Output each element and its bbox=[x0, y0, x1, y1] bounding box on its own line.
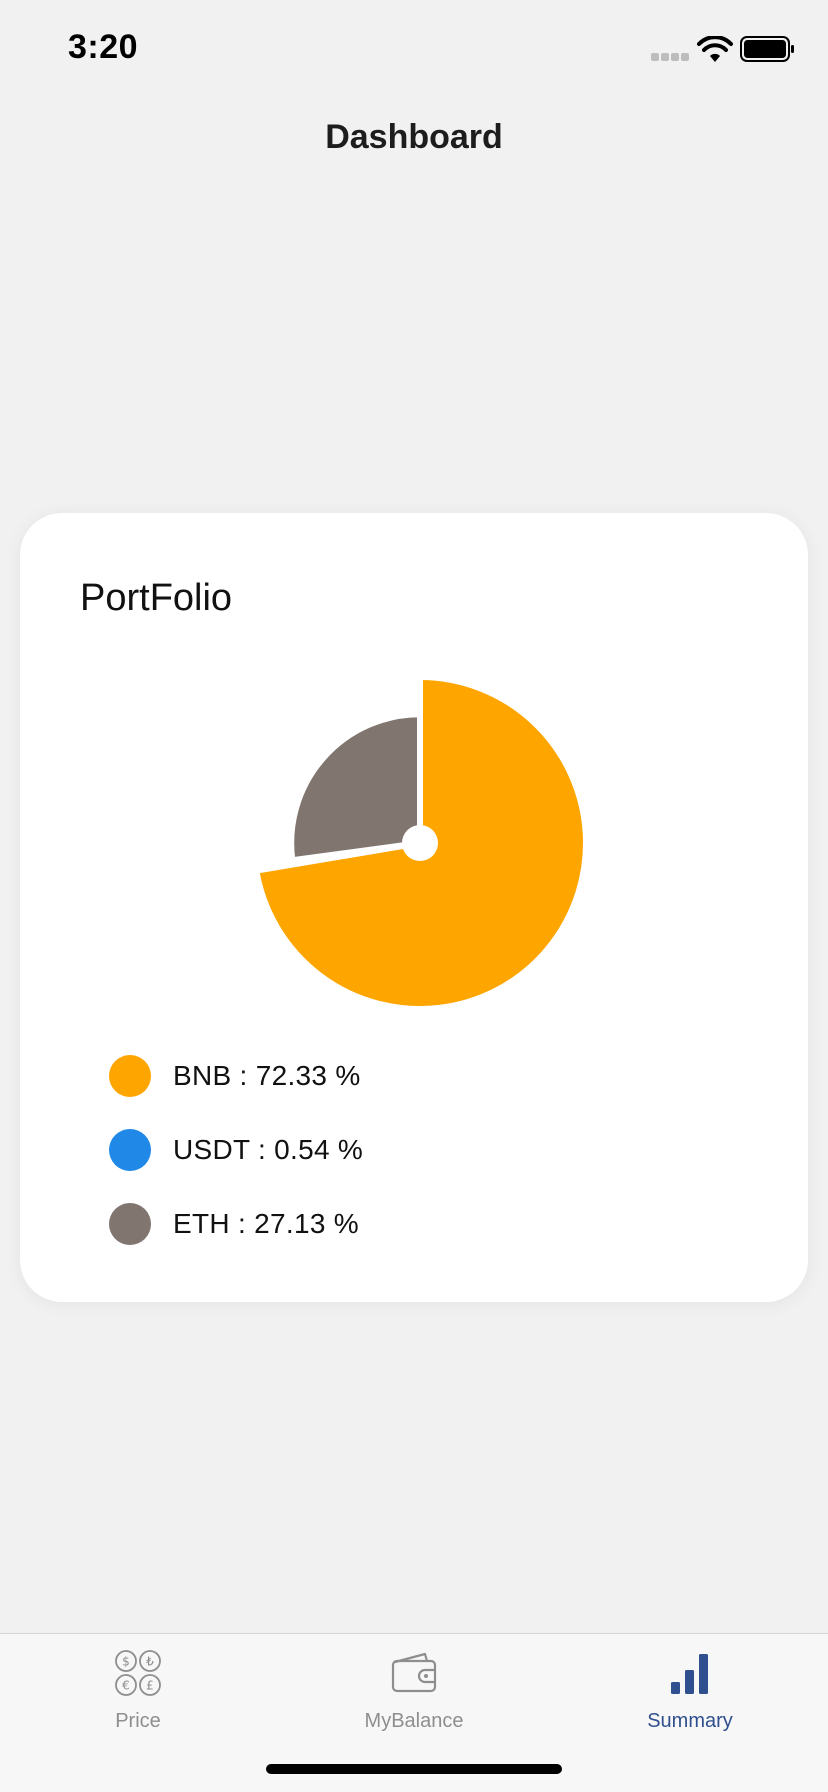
legend-item-eth: ETH : 27.13 % bbox=[109, 1203, 709, 1245]
status-time: 3:20 bbox=[68, 28, 139, 66]
home-indicator bbox=[266, 1764, 562, 1774]
battery-icon bbox=[740, 36, 794, 62]
tab-summary[interactable]: Summary bbox=[552, 1634, 828, 1744]
legend-label-usdt: USDT : 0.54 % bbox=[173, 1134, 364, 1165]
page-title: Dashboard bbox=[325, 118, 503, 156]
pie-slice-eth bbox=[288, 711, 423, 864]
legend-item-bnb: BNB : 72.33 % bbox=[109, 1055, 709, 1097]
svg-text:$: $ bbox=[122, 1655, 130, 1669]
wifi-icon bbox=[697, 36, 733, 62]
status-bar: 3:20 bbox=[0, 0, 828, 100]
legend-dot-usdt bbox=[109, 1129, 151, 1171]
tab-mybalance[interactable]: MyBalance bbox=[276, 1634, 552, 1744]
portfolio-card: PortFolio BNB : 72.33 % USDT : 0.54 % ET… bbox=[20, 513, 808, 1302]
bar-chart-icon bbox=[671, 1654, 708, 1694]
svg-text:€: € bbox=[122, 1679, 130, 1693]
portfolio-title: PortFolio bbox=[80, 577, 233, 619]
tab-summary-label: Summary bbox=[647, 1710, 733, 1732]
legend-label-bnb: BNB : 72.33 % bbox=[173, 1060, 361, 1091]
tab-bar: $ ₺ € £ Price MyBalance bbox=[0, 1633, 828, 1792]
legend-dot-bnb bbox=[109, 1055, 151, 1097]
pie-center-hole bbox=[402, 825, 438, 861]
legend-dot-eth bbox=[109, 1203, 151, 1245]
tab-price[interactable]: $ ₺ € £ Price bbox=[0, 1634, 276, 1744]
currency-coins-icon: $ ₺ € £ bbox=[115, 1650, 161, 1696]
svg-text:₺: ₺ bbox=[146, 1655, 154, 1669]
wallet-icon bbox=[391, 1652, 437, 1693]
svg-text:£: £ bbox=[146, 1679, 154, 1693]
portfolio-legend: BNB : 72.33 % USDT : 0.54 % ETH : 27.13 … bbox=[109, 1055, 709, 1277]
portfolio-pie-chart bbox=[253, 674, 589, 1012]
legend-item-usdt: USDT : 0.54 % bbox=[109, 1129, 709, 1171]
legend-label-eth: ETH : 27.13 % bbox=[173, 1208, 359, 1239]
tab-price-label: Price bbox=[115, 1710, 161, 1732]
signal-icon bbox=[651, 53, 691, 63]
tab-mybalance-label: MyBalance bbox=[364, 1710, 464, 1732]
